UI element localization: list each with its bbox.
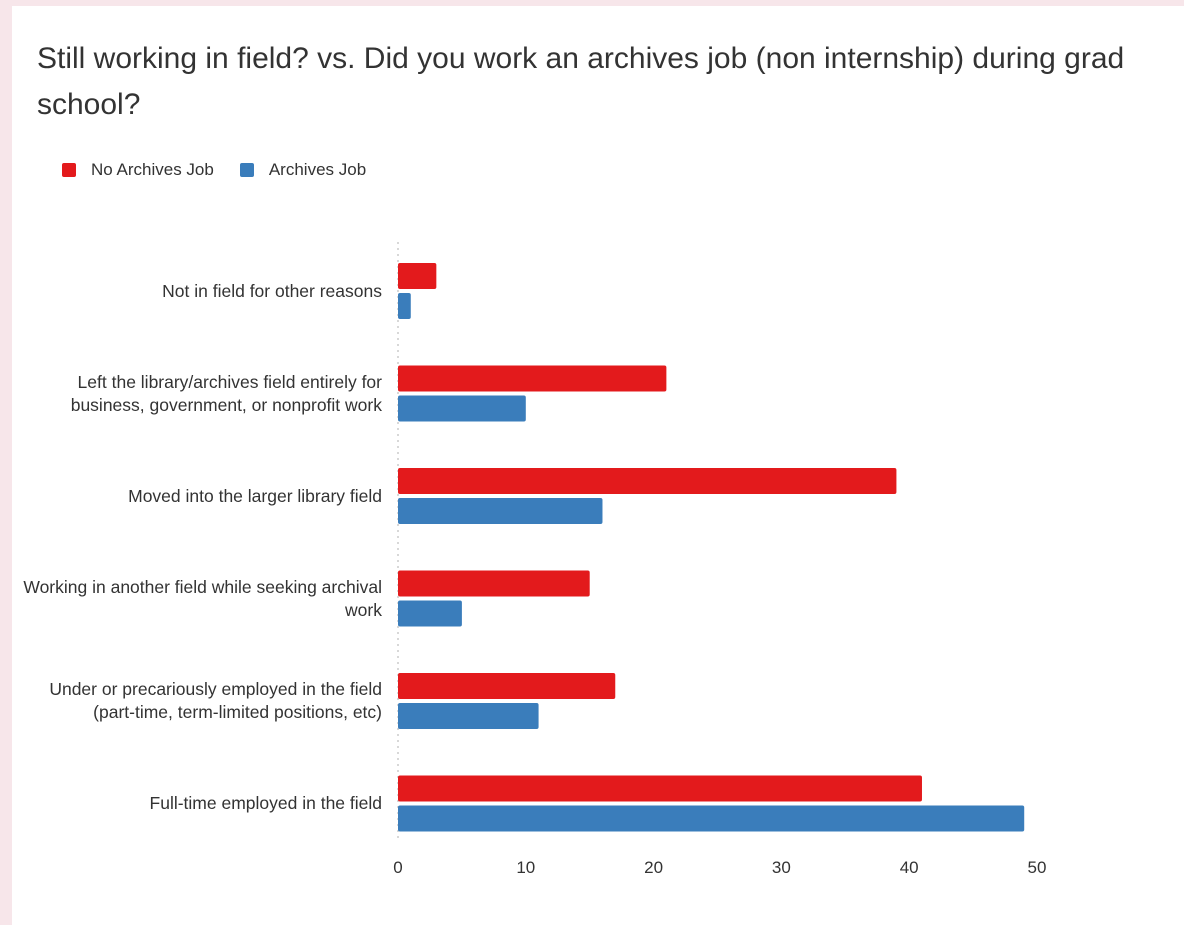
bar-no-archives-job[interactable] xyxy=(398,673,616,699)
bar-archives-job[interactable] xyxy=(398,395,526,422)
x-tick-label: 30 xyxy=(771,858,791,877)
bar-no-archives-job[interactable] xyxy=(398,365,667,392)
bar-archives-job[interactable] xyxy=(398,498,603,524)
category-label: Full-time employed in the field xyxy=(149,793,382,813)
bar-archives-job[interactable] xyxy=(398,805,1025,832)
category-label: Moved into the larger library field xyxy=(128,485,382,506)
legend: No Archives Job Archives Job xyxy=(62,160,392,180)
legend-swatch-archives-job xyxy=(239,163,254,177)
x-tick-label: 20 xyxy=(644,858,664,877)
bar-archives-job[interactable] xyxy=(398,600,462,627)
x-tick-label: 10 xyxy=(516,858,536,877)
x-tick-label: 0 xyxy=(393,858,403,877)
x-tick-label: 40 xyxy=(899,858,919,877)
x-tick-label: 50 xyxy=(1027,858,1047,877)
bar-no-archives-job[interactable] xyxy=(398,570,590,597)
chart-card: Still working in field? vs. Did you work… xyxy=(12,6,1184,925)
chart-title: Still working in field? vs. Did you work… xyxy=(37,42,1125,121)
bar-archives-job[interactable] xyxy=(398,293,411,319)
plot-area xyxy=(397,242,1025,838)
bar-archives-job[interactable] xyxy=(398,703,539,729)
category-label: Not in field for other reasons xyxy=(162,280,382,301)
legend-label-no-archives-job: No Archives Job xyxy=(91,160,214,179)
legend-swatch-no-archives-job xyxy=(62,163,76,177)
legend-item-no-archives-job[interactable]: No Archives Job xyxy=(62,160,214,180)
category-label: Under or precariously employed in the fi… xyxy=(49,679,382,722)
category-label: Working in another field while seeking a… xyxy=(23,576,382,620)
category-label: Left the library/archives field entirely… xyxy=(70,371,382,415)
legend-label-archives-job: Archives Job xyxy=(268,160,367,179)
bar-no-archives-job[interactable] xyxy=(398,263,437,289)
bar-no-archives-job[interactable] xyxy=(398,775,922,802)
legend-item-archives-job[interactable]: Archives Job xyxy=(239,160,367,180)
bar-no-archives-job[interactable] xyxy=(398,468,897,494)
